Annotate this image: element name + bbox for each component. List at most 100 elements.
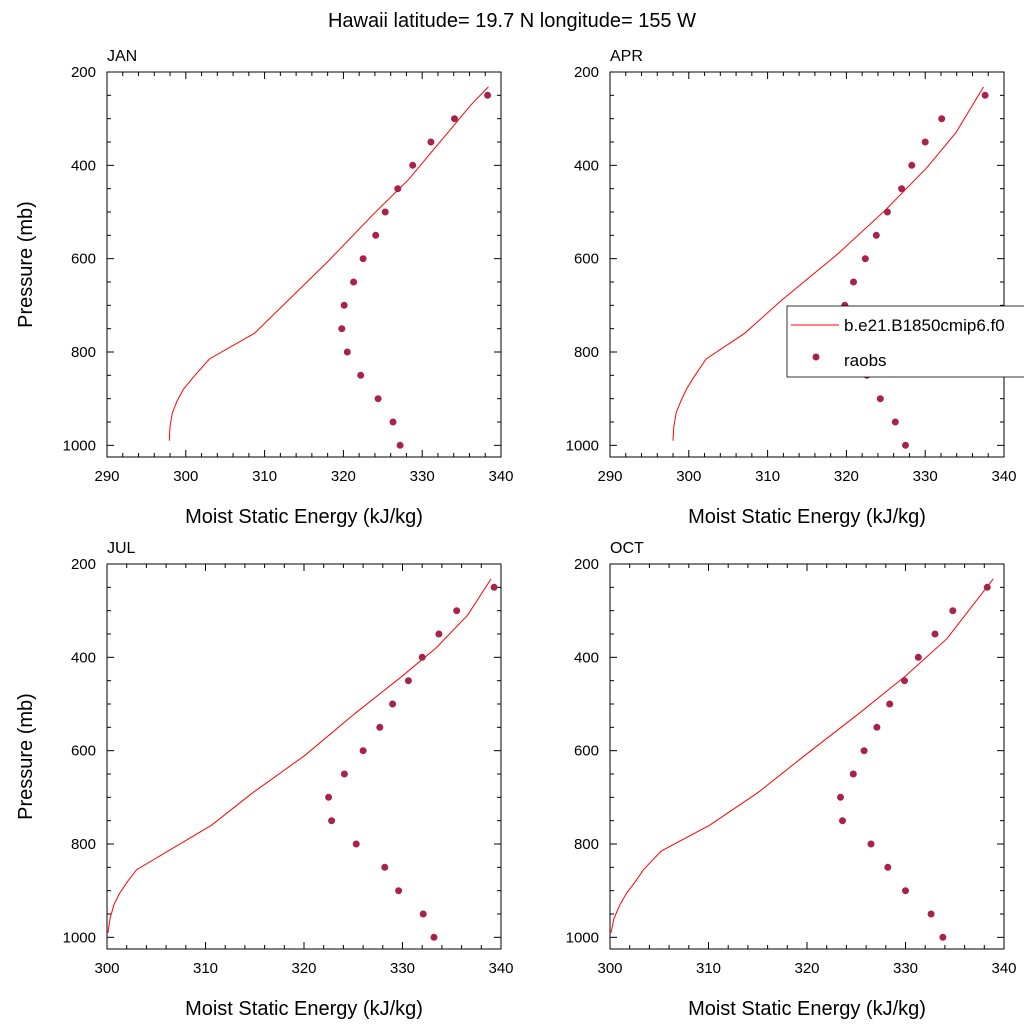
raobs-point <box>876 395 884 403</box>
raobs-point <box>850 278 857 286</box>
raobs-point <box>427 138 435 146</box>
raobs-point <box>914 653 922 661</box>
raobs-point <box>901 677 908 685</box>
raobs-point <box>430 933 438 941</box>
raobs-point <box>849 770 857 778</box>
y-tick-label: 600 <box>574 743 599 760</box>
raobs-point <box>389 418 397 426</box>
raobs-point <box>949 607 957 615</box>
x-tick-label: 290 <box>597 468 622 485</box>
plot-frame <box>106 71 502 458</box>
x-tick-label: 320 <box>834 468 859 485</box>
raobs-point <box>343 348 351 356</box>
raobs-point <box>867 840 875 848</box>
raobs-point <box>453 607 461 615</box>
y-tick-label: 200 <box>574 556 599 573</box>
x-tick-label: 300 <box>676 468 701 485</box>
model-line-jul <box>107 578 492 933</box>
model-line-jan <box>168 86 489 441</box>
plot-frame <box>609 71 1005 458</box>
y-tick-label: 200 <box>574 64 599 81</box>
y-tick-label: 400 <box>71 157 96 174</box>
raobs-point <box>372 231 380 239</box>
legend-model-label: b.e21.B1850cmip6.f0 <box>844 316 1005 335</box>
y-tick-label: 800 <box>71 836 96 853</box>
x-tick-label: 330 <box>410 468 435 485</box>
legend-obs-label: raobs <box>844 351 887 370</box>
x-axis-label: Moist Static Energy (kJ/kg) <box>688 506 926 528</box>
raobs-point <box>340 301 348 309</box>
y-tick-label: 600 <box>71 743 96 760</box>
plot-frame <box>609 563 1005 950</box>
raobs-point <box>435 630 443 638</box>
y-tick-label: 400 <box>574 649 599 666</box>
raobs-point <box>409 161 417 169</box>
y-tick-label: 400 <box>574 157 599 174</box>
y-tick-label: 600 <box>71 251 96 268</box>
raobs-point <box>389 700 397 708</box>
x-tick-label: 310 <box>193 960 218 977</box>
x-axis-label: Moist Static Energy (kJ/kg) <box>185 506 423 528</box>
raobs-point <box>395 887 403 895</box>
raobs-point <box>394 185 402 193</box>
y-tick-label: 800 <box>574 344 599 361</box>
x-axis-label: Moist Static Energy (kJ/kg) <box>688 998 926 1020</box>
x-tick-label: 340 <box>991 468 1016 485</box>
raobs-point <box>328 817 336 825</box>
raobs-point <box>338 325 346 333</box>
raobs-point <box>883 208 891 216</box>
model-line-oct <box>610 578 994 933</box>
raobs-point <box>861 255 869 263</box>
y-tick-label: 400 <box>71 649 96 666</box>
raobs-point <box>884 863 892 871</box>
x-tick-label: 340 <box>991 960 1016 977</box>
x-axis-label: Moist Static Energy (kJ/kg) <box>185 998 423 1020</box>
raobs-point <box>359 255 367 263</box>
raobs-point <box>325 793 333 801</box>
x-tick-label: 310 <box>755 468 780 485</box>
legend: b.e21.B1850cmip6.f0 raobs <box>786 305 1024 378</box>
raobs-point <box>381 208 389 216</box>
legend-obs-swatch <box>812 353 820 361</box>
panel-title-oct: OCT <box>610 540 644 557</box>
figure-title: Hawaii latitude= 19.7 N longitude= 155 W <box>328 10 696 32</box>
y-tick-label: 1000 <box>566 929 599 946</box>
raobs-point <box>898 185 906 193</box>
raobs-point <box>381 863 389 871</box>
x-tick-label: 290 <box>94 468 119 485</box>
x-tick-label: 300 <box>597 960 622 977</box>
raobs-point <box>902 441 909 449</box>
x-tick-label: 320 <box>291 960 316 977</box>
raobs-point <box>939 933 947 941</box>
raobs-point <box>418 653 426 661</box>
raobs-point <box>451 115 458 123</box>
raobs-point <box>908 161 916 169</box>
raobs-point <box>839 817 846 825</box>
y-tick-label: 1000 <box>63 437 96 454</box>
raobs-point <box>983 583 991 591</box>
raobs-point <box>419 910 427 918</box>
x-tick-label: 330 <box>913 468 938 485</box>
raobs-point <box>981 91 989 99</box>
raobs-point <box>927 910 935 918</box>
raobs-point <box>931 630 939 638</box>
y-tick-label: 600 <box>574 251 599 268</box>
x-tick-label: 340 <box>488 468 513 485</box>
x-tick-label: 320 <box>331 468 356 485</box>
x-tick-label: 330 <box>893 960 918 977</box>
y-tick-label: 200 <box>71 64 96 81</box>
raobs-point <box>374 395 382 403</box>
raobs-point <box>837 793 844 801</box>
y-tick-label: 1000 <box>63 929 96 946</box>
x-tick-label: 320 <box>794 960 819 977</box>
panel-jan: 290 300 310 320 330 340 200 400 600 800 1000 JAN Moi… <box>15 48 514 528</box>
y-axis-label: Pressure (mb) <box>15 693 37 820</box>
raobs-point <box>404 677 412 685</box>
raobs-point <box>860 747 868 755</box>
model-line-apr <box>672 86 984 441</box>
raobs-point <box>350 278 358 286</box>
y-tick-label: 800 <box>71 344 96 361</box>
raobs-point <box>484 91 492 99</box>
y-axis-label: Pressure (mb) <box>15 201 37 328</box>
